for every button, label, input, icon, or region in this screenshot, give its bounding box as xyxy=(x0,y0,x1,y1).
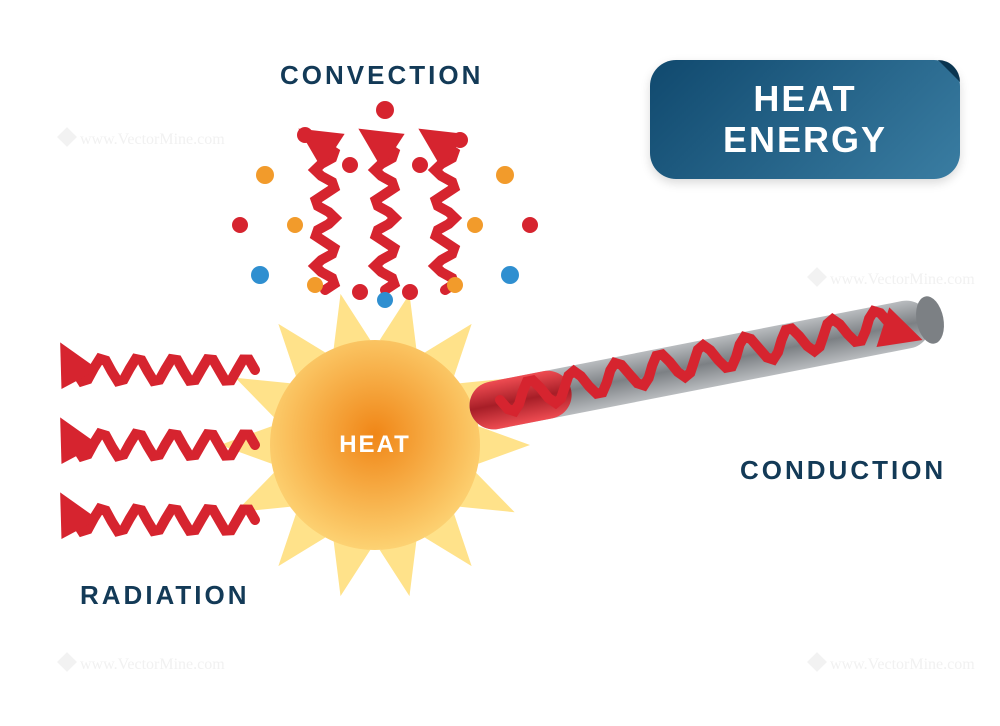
convection-label: CONVECTION xyxy=(280,60,483,91)
title-badge: HEAT ENERGY xyxy=(650,60,960,179)
convection-particle xyxy=(287,217,303,233)
convection-particle xyxy=(447,277,463,293)
radiation-label: RADIATION xyxy=(80,580,250,611)
convection-particle xyxy=(467,217,483,233)
convection-particle xyxy=(522,217,538,233)
convection-particle xyxy=(402,284,418,300)
convection-particle xyxy=(452,132,468,148)
convection-particle xyxy=(376,101,394,119)
convection-group xyxy=(232,101,538,308)
conduction-label: CONDUCTION xyxy=(740,455,946,486)
convection-particle xyxy=(251,266,269,284)
convection-particle xyxy=(256,166,274,184)
convection-arrow xyxy=(315,140,335,290)
convection-particle xyxy=(496,166,514,184)
radiation-wave xyxy=(70,509,255,531)
title-line1: HEAT xyxy=(694,78,916,119)
sun-ray xyxy=(334,542,371,597)
sun-ray xyxy=(380,542,417,597)
convection-particle xyxy=(297,127,313,143)
convection-particle xyxy=(342,157,358,173)
convection-arrow xyxy=(435,140,455,290)
convection-particle xyxy=(352,284,368,300)
diagram-canvas: HEAT ENERGY CONVECTION CONDUCTION RADIAT… xyxy=(0,0,1000,726)
convection-particle xyxy=(307,277,323,293)
convection-particle xyxy=(501,266,519,284)
convection-particle xyxy=(412,157,428,173)
title-line2: ENERGY xyxy=(694,119,916,160)
sun-ray xyxy=(478,426,530,464)
radiation-wave xyxy=(70,359,255,381)
sun-ray xyxy=(334,294,371,349)
convection-particle xyxy=(377,292,393,308)
convection-particle xyxy=(232,217,248,233)
convection-arrow xyxy=(375,140,395,290)
heat-label: HEAT xyxy=(339,431,411,459)
